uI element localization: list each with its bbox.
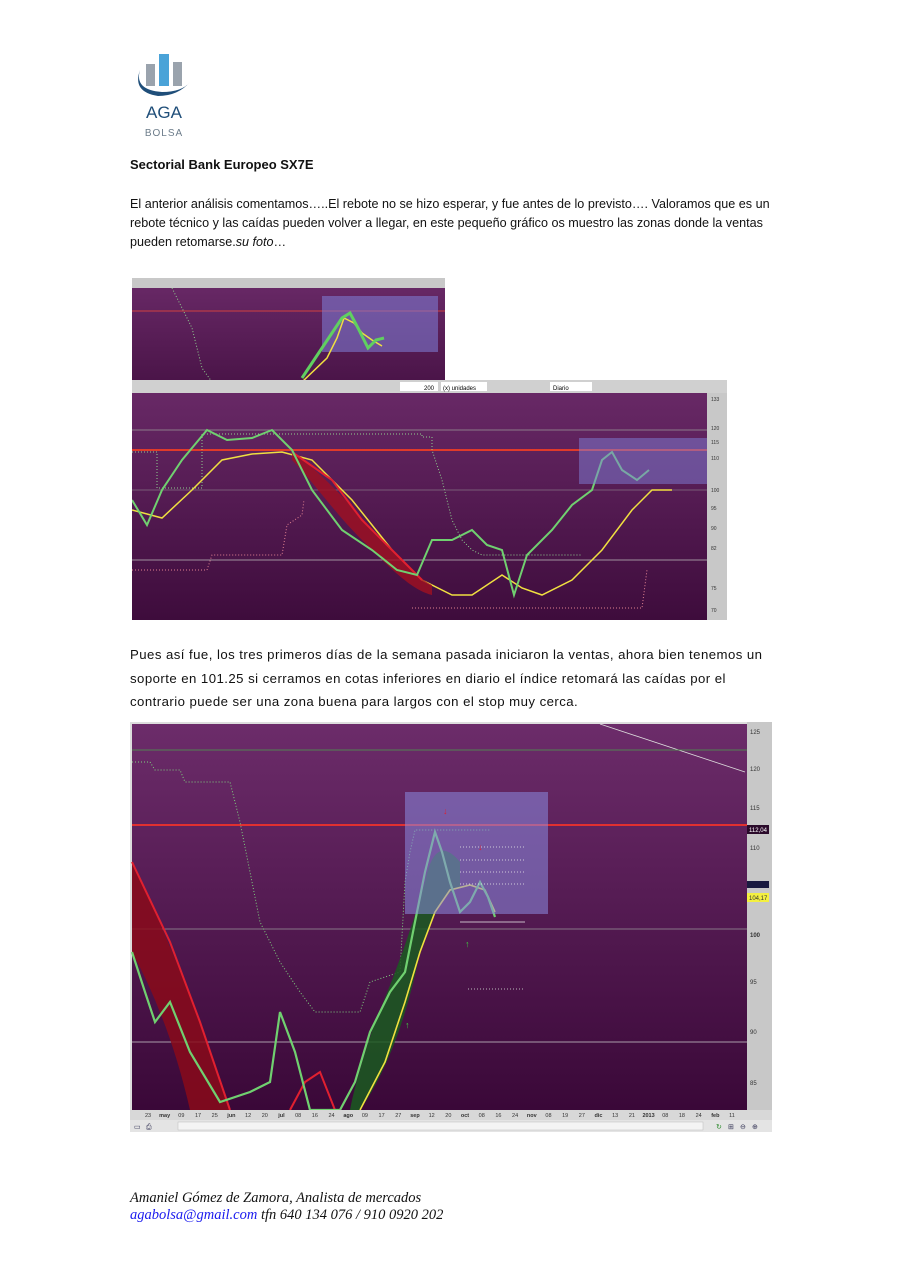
date-axis [130,1110,772,1120]
chart1-y-tick: 100 [711,488,720,494]
date-axis-label: 12 [429,1113,435,1119]
chart1-y-tick: 70 [711,608,717,614]
date-axis-label: 12 [245,1113,251,1119]
date-axis-label: 16 [495,1113,501,1119]
phone-text: tfn 640 134 076 / 910 0920 202 [257,1207,444,1223]
sell-arrow-icon: ↓ [443,806,448,816]
date-axis-label: 08 [545,1113,551,1119]
date-axis-label: 27 [579,1113,585,1119]
date-axis-label: 09 [178,1113,184,1119]
aga-bolsa-logo: AGA BOLSA [132,52,197,144]
date-axis-label: 23 [145,1113,151,1119]
date-axis-label: 18 [679,1113,685,1119]
date-axis-label: 09 [362,1113,368,1119]
date-axis-label: 08 [295,1113,301,1119]
chart2-y-tick: 120 [750,767,761,773]
chart2-y-tick: 95 [750,980,757,986]
chart2-screenshot: ↓ ↓ ↑ ↑ 125 120 115 110 100 95 90 85 112… [130,722,772,1132]
date-axis-label: 13 [612,1113,618,1119]
date-axis-label: 24 [696,1113,702,1119]
chart1-y-tick: 115 [711,440,719,446]
date-axis-label: 24 [328,1113,334,1119]
chart1-y-tick: 95 [711,506,717,512]
chart2-y-tick: 90 [750,1030,757,1036]
email-link[interactable]: agabolsa@gmail.com [130,1207,258,1223]
buy-arrow-icon: ↑ [465,939,470,949]
sell-arrow-icon: ↓ [478,842,483,852]
chart1-main-screenshot: 200 (x) unidades Diario 133 120 115 110 … [131,380,727,620]
date-axis-label: 11 [729,1113,735,1119]
intro-text: El anterior análisis comentamos…..El reb… [130,197,770,249]
date-axis-label: 17 [195,1113,201,1119]
date-axis-label: 20 [445,1113,451,1119]
date-axis-label: feb [711,1113,720,1119]
date-axis-label: 27 [395,1113,401,1119]
date-axis-label: 17 [379,1113,385,1119]
chart1-inset-screenshot [132,278,445,383]
date-axis-label: sep [410,1113,420,1119]
buy-arrow-icon: ↑ [405,1020,410,1030]
last-price-tag: 104,17 [749,896,768,902]
author-line: Amaniel Gómez de Zamora, Analista de mer… [130,1190,422,1206]
date-axis-label: jul [277,1113,285,1119]
chart1-y-tick: 90 [711,526,717,532]
chart2-y-tick: 85 [750,1081,757,1087]
zoom-in-icon[interactable]: ⊕ [752,1124,758,1131]
document-title: Sectorial Bank Europeo SX7E [130,157,314,172]
date-axis-label: 19 [562,1113,568,1119]
update-paragraph: Pues así fue, los tres primeros días de … [130,647,763,709]
intro-tail: … [273,235,287,249]
date-axis-label: oct [461,1113,469,1119]
date-axis-label: ago [343,1113,353,1119]
chart2-y-tick: 115 [750,806,760,812]
logo-subtext: BOLSA [145,128,183,139]
date-axis-label: 2013 [642,1113,654,1119]
bars-input[interactable]: 200 [424,386,435,392]
period-select[interactable]: Diario [553,386,569,392]
refresh-icon[interactable]: ↻ [716,1124,722,1131]
date-axis-label: 25 [212,1113,218,1119]
date-axis-label: jun [226,1113,236,1119]
units-select[interactable]: (x) unidades [443,386,476,392]
chart2-y-tick: 100 [750,933,761,939]
chart1-y-tick: 75 [711,586,717,592]
date-axis-label: 21 [629,1113,635,1119]
intro-italic: su foto [235,235,274,249]
chart1-sell-zone [579,438,707,484]
print-icon[interactable]: ⎙ [146,1124,152,1131]
folder-icon[interactable]: ▭ [134,1124,141,1131]
date-axis-label: 20 [262,1113,268,1119]
resistance-price-tag: 112,04 [749,828,768,834]
date-axis-label: nov [527,1113,538,1119]
intro-paragraph: El anterior análisis comentamos…..El reb… [130,195,770,252]
chart1-y-tick: 120 [711,426,720,432]
chart1-y-tick: 82 [711,546,717,552]
chart1-y-tick: 133 [711,397,720,403]
footer: Amaniel Gómez de Zamora, Analista de mer… [130,1190,443,1224]
date-axis-label: 16 [312,1113,318,1119]
date-axis-label: may [159,1113,171,1119]
chart2-y-tick: 125 [750,730,761,736]
date-axis-label: 08 [479,1113,485,1119]
chart1-y-tick: 110 [711,456,719,462]
date-axis-label: 08 [662,1113,668,1119]
zoom-out-icon[interactable]: ⊖ [740,1124,746,1131]
chart2-y-tick: 110 [750,846,760,852]
zoom-fit-icon[interactable]: ⊞ [728,1124,734,1131]
logo-text: AGA [146,103,183,122]
chart2-sell-zone [405,792,548,914]
date-axis-label: 24 [512,1113,518,1119]
date-axis-label: dic [595,1113,603,1119]
